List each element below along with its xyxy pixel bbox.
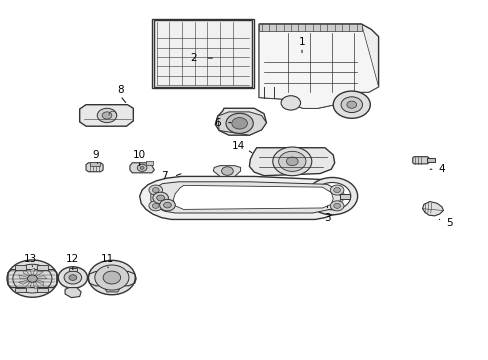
Circle shape — [64, 271, 81, 284]
Text: 12: 12 — [66, 254, 80, 264]
Circle shape — [330, 185, 343, 195]
Circle shape — [140, 166, 144, 169]
Polygon shape — [130, 163, 154, 173]
Bar — [15, 288, 26, 292]
Polygon shape — [19, 275, 32, 279]
Polygon shape — [80, 105, 133, 126]
Polygon shape — [25, 279, 32, 288]
Circle shape — [7, 260, 58, 297]
Text: 3: 3 — [324, 213, 330, 222]
Circle shape — [340, 97, 362, 113]
Polygon shape — [32, 271, 43, 279]
Polygon shape — [32, 275, 47, 279]
Text: 11: 11 — [100, 254, 113, 264]
Circle shape — [320, 187, 344, 205]
Polygon shape — [249, 148, 334, 176]
Circle shape — [97, 108, 117, 123]
Circle shape — [149, 201, 162, 211]
Circle shape — [286, 157, 298, 166]
Text: 8: 8 — [117, 85, 123, 95]
Bar — [69, 268, 77, 271]
Polygon shape — [422, 202, 443, 216]
Circle shape — [27, 275, 37, 282]
Circle shape — [95, 265, 129, 290]
Polygon shape — [103, 286, 122, 292]
Polygon shape — [217, 112, 266, 135]
Circle shape — [306, 177, 357, 215]
Circle shape — [333, 203, 340, 208]
Circle shape — [153, 192, 168, 204]
Circle shape — [281, 96, 300, 110]
Circle shape — [149, 185, 162, 195]
Polygon shape — [173, 185, 332, 210]
Circle shape — [221, 167, 233, 175]
Polygon shape — [23, 269, 32, 279]
Polygon shape — [259, 24, 361, 31]
Circle shape — [88, 260, 135, 295]
Circle shape — [13, 264, 52, 293]
Bar — [90, 162, 100, 166]
Circle shape — [272, 147, 311, 176]
Text: 10: 10 — [133, 150, 146, 160]
Circle shape — [69, 275, 77, 280]
Circle shape — [330, 201, 343, 211]
Polygon shape — [19, 279, 32, 284]
Circle shape — [163, 202, 171, 208]
Text: 2: 2 — [190, 53, 196, 63]
Polygon shape — [32, 279, 39, 289]
Polygon shape — [151, 182, 340, 213]
Text: 7: 7 — [161, 171, 167, 181]
Circle shape — [152, 188, 159, 193]
Circle shape — [225, 113, 253, 134]
Circle shape — [332, 91, 369, 118]
Text: 4: 4 — [438, 164, 445, 174]
Bar — [146, 161, 153, 165]
Circle shape — [313, 183, 350, 210]
Text: 14: 14 — [231, 141, 245, 151]
Polygon shape — [86, 163, 103, 172]
Polygon shape — [30, 268, 35, 279]
Circle shape — [103, 271, 121, 284]
Circle shape — [231, 118, 247, 129]
Polygon shape — [259, 24, 378, 108]
Polygon shape — [412, 157, 428, 164]
Polygon shape — [32, 279, 44, 285]
Circle shape — [58, 267, 87, 288]
Text: 9: 9 — [92, 150, 99, 160]
Bar — [427, 158, 434, 162]
Circle shape — [102, 112, 112, 119]
Bar — [37, 288, 48, 292]
Circle shape — [333, 188, 340, 193]
Bar — [152, 19, 253, 88]
Polygon shape — [259, 24, 378, 108]
Polygon shape — [213, 166, 240, 176]
Circle shape — [137, 164, 147, 171]
Polygon shape — [65, 288, 81, 298]
Polygon shape — [215, 108, 266, 135]
Circle shape — [278, 151, 305, 171]
Circle shape — [152, 203, 159, 208]
Circle shape — [346, 101, 356, 108]
Bar — [37, 265, 48, 270]
Polygon shape — [140, 176, 347, 220]
Bar — [15, 265, 26, 270]
Text: 1: 1 — [298, 37, 305, 47]
Bar — [339, 194, 349, 199]
Circle shape — [157, 195, 164, 201]
Circle shape — [159, 199, 175, 211]
Bar — [154, 21, 251, 87]
Text: 5: 5 — [445, 218, 452, 228]
Text: 13: 13 — [24, 254, 38, 264]
Text: 6: 6 — [214, 118, 221, 128]
